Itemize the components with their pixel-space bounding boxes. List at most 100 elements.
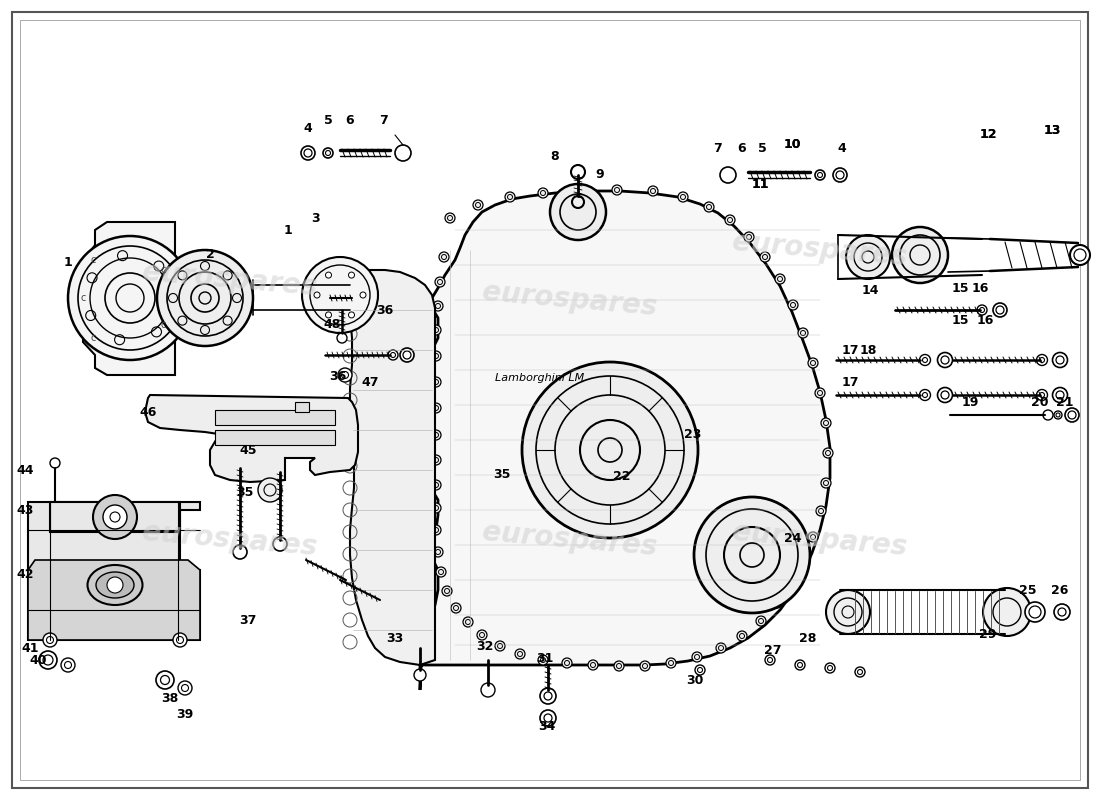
Circle shape [43,633,57,647]
Text: eurospares: eurospares [482,518,659,562]
Circle shape [816,506,826,516]
Text: c: c [161,265,166,275]
Text: 25: 25 [1020,583,1036,597]
Circle shape [1053,387,1067,402]
Text: 28: 28 [800,631,816,645]
Text: 47: 47 [361,375,378,389]
Circle shape [505,192,515,202]
Circle shape [821,478,830,488]
Polygon shape [28,502,200,640]
Bar [295,402,309,412]
Circle shape [301,146,315,160]
Circle shape [473,200,483,210]
Polygon shape [145,395,358,482]
Circle shape [431,377,441,387]
Circle shape [1070,245,1090,265]
Circle shape [815,388,825,398]
Text: c: c [80,293,86,303]
Text: 39: 39 [176,707,194,721]
Text: 4: 4 [837,142,846,154]
Text: 11: 11 [751,178,769,190]
Circle shape [414,669,426,681]
Circle shape [572,196,584,208]
Circle shape [588,660,598,670]
Circle shape [1053,353,1067,367]
Circle shape [433,301,443,311]
Circle shape [694,497,810,613]
Circle shape [833,168,847,182]
Circle shape [388,350,398,360]
Circle shape [538,188,548,198]
Circle shape [360,292,366,298]
Circle shape [737,631,747,641]
Text: 10: 10 [783,138,801,151]
Bar [50,502,180,532]
Text: 41: 41 [21,642,38,654]
Text: 24: 24 [784,531,802,545]
Text: eurospares: eurospares [732,518,909,562]
Circle shape [400,348,414,362]
Circle shape [314,292,320,298]
Text: 42: 42 [16,569,34,582]
Circle shape [323,148,333,158]
Circle shape [692,652,702,662]
Circle shape [326,312,331,318]
Circle shape [937,353,953,367]
Text: 16: 16 [977,314,993,326]
Circle shape [68,236,192,360]
Circle shape [1065,408,1079,422]
Circle shape [495,641,505,651]
Circle shape [431,455,441,465]
Circle shape [640,661,650,671]
Text: 21: 21 [1056,395,1074,409]
Circle shape [808,358,818,368]
Circle shape [522,362,698,538]
Circle shape [808,532,818,542]
Text: 2: 2 [206,247,214,261]
Circle shape [434,277,446,287]
Circle shape [798,556,808,566]
Circle shape [156,671,174,689]
Circle shape [463,617,473,627]
Circle shape [575,185,585,195]
Circle shape [431,325,441,335]
Ellipse shape [96,572,134,598]
Circle shape [337,333,346,343]
Text: 36: 36 [329,370,346,383]
Circle shape [786,578,796,588]
Circle shape [823,448,833,458]
Circle shape [795,660,805,670]
Circle shape [446,213,455,223]
Text: 46: 46 [140,406,156,418]
Text: 26: 26 [1052,583,1069,597]
Circle shape [571,165,585,179]
Circle shape [515,649,525,659]
Circle shape [772,598,782,608]
Polygon shape [420,191,830,690]
Text: 9: 9 [596,169,604,182]
Circle shape [431,403,441,413]
Circle shape [50,458,60,468]
Bar [214,410,336,425]
Circle shape [442,586,452,596]
Text: 31: 31 [537,651,553,665]
Circle shape [349,312,354,318]
Circle shape [550,184,606,240]
Circle shape [326,272,331,278]
Text: 33: 33 [386,631,404,645]
Circle shape [1043,410,1053,420]
Circle shape [103,505,127,529]
Bar [214,430,336,445]
Circle shape [744,232,754,242]
Text: 7: 7 [378,114,387,126]
Circle shape [540,710,556,726]
Text: 7: 7 [714,142,723,154]
Text: 30: 30 [686,674,704,686]
Text: 38: 38 [162,691,178,705]
Text: 40: 40 [30,654,46,666]
Text: 19: 19 [961,395,979,409]
Text: 15: 15 [952,282,969,294]
Circle shape [258,478,282,502]
Text: eurospares: eurospares [142,258,319,302]
Ellipse shape [88,565,143,605]
